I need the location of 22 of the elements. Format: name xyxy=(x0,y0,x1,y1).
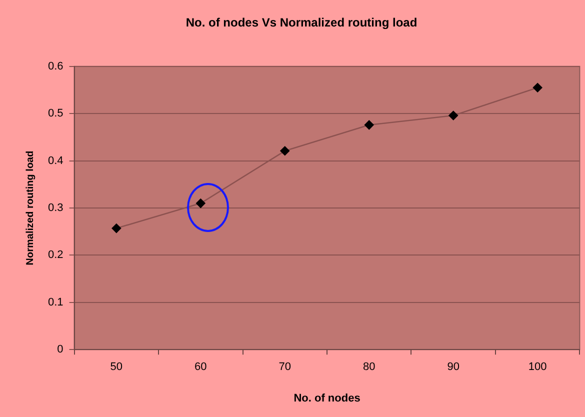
point xyxy=(364,120,374,130)
y-tick-label: 0.3 xyxy=(48,202,64,214)
x-tick-label: 50 xyxy=(110,361,123,374)
chart-title: No. of nodes Vs Normalized routing load xyxy=(186,16,418,30)
x-tick-label: 90 xyxy=(447,361,460,374)
y-tick-label: 0 xyxy=(57,344,64,356)
y-tick-label: 0.1 xyxy=(48,296,64,308)
x-tick-label: 100 xyxy=(528,361,547,374)
y-tick-label: 0.6 xyxy=(48,60,64,72)
x-tick-label: 80 xyxy=(362,361,376,374)
x-tick-label: 60 xyxy=(194,361,207,374)
y-tick-label: 0.2 xyxy=(48,249,64,262)
point xyxy=(280,146,290,156)
x-axis-title: No. of nodes xyxy=(294,392,360,404)
y-axis-title: Normalized routing load xyxy=(24,150,36,266)
point xyxy=(448,110,458,120)
y-tick-label: 0.5 xyxy=(48,108,64,120)
x-tick-label: 70 xyxy=(278,361,292,374)
point xyxy=(196,198,206,208)
point xyxy=(112,224,122,233)
y-tick-label: 0.4 xyxy=(48,154,64,167)
point xyxy=(532,82,542,92)
